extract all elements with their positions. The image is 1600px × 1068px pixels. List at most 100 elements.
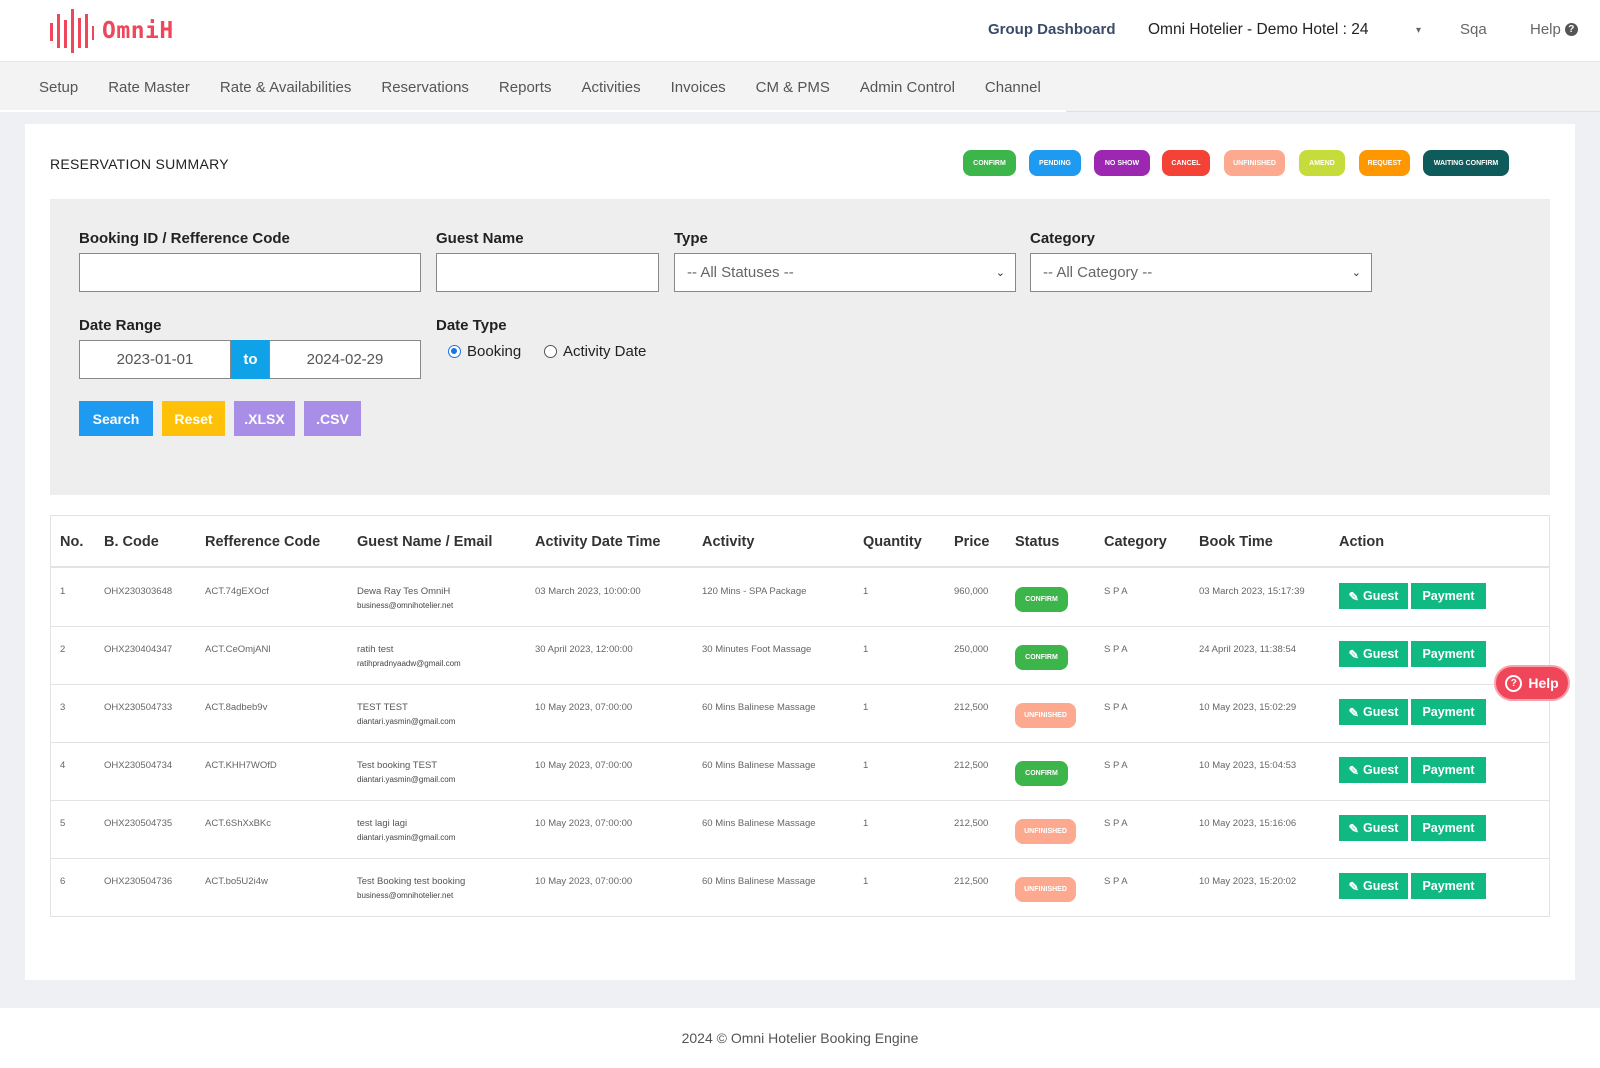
nav-item-admin-control[interactable]: Admin Control	[859, 78, 955, 96]
cell-activity: 60 Mins Balinese Massage	[702, 876, 816, 887]
date-from-input[interactable]: 2023-01-01	[79, 340, 231, 379]
cell-book-time: 10 May 2023, 15:16:06	[1199, 818, 1297, 829]
export-csv-button[interactable]: .CSV	[304, 401, 361, 436]
cell-book-time: 10 May 2023, 15:02:29	[1199, 702, 1297, 713]
cell-activity: 60 Mins Balinese Massage	[702, 818, 816, 829]
cell-email: ratihpradnyaadw@gmail.com	[357, 659, 461, 668]
cell-no: 4	[60, 760, 66, 771]
cell-adt: 10 May 2023, 07:00:00	[535, 702, 633, 713]
floating-help-button[interactable]: ? Help	[1494, 665, 1570, 701]
category-label: Category	[1030, 230, 1096, 247]
cell-price: 250,000	[954, 644, 989, 655]
footer: 2024 © Omni Hotelier Booking Engine	[0, 1008, 1600, 1068]
guest-button[interactable]: ✎ Guest	[1339, 641, 1408, 667]
help-link[interactable]: Help ?	[1530, 21, 1578, 38]
nav-item-rate-master[interactable]: Rate Master	[108, 78, 190, 96]
status-badge: UNFINISHED	[1015, 703, 1076, 728]
date-to-input[interactable]: 2024-02-29	[269, 340, 421, 379]
help-label: Help	[1530, 21, 1561, 38]
legend-confirm: CONFIRM	[963, 150, 1016, 176]
cell-category: S P A	[1104, 644, 1128, 655]
payment-button[interactable]: Payment	[1411, 815, 1486, 841]
user-menu[interactable]: Sqa	[1460, 21, 1487, 38]
guest-button[interactable]: ✎ Guest	[1339, 583, 1408, 609]
status-badge: CONFIRM	[1015, 587, 1068, 612]
chevron-down-icon[interactable]: ▾	[1416, 25, 1422, 36]
cell-book-time: 10 May 2023, 15:20:02	[1199, 876, 1297, 887]
cell-name: Dewa Ray Tes OmniH	[357, 586, 451, 597]
guest-button-label: Guest	[1363, 647, 1399, 661]
type-select-value: -- All Statuses --	[687, 264, 794, 281]
guest-button[interactable]: ✎ Guest	[1339, 757, 1408, 783]
cell-bcode: OHX230504734	[104, 760, 173, 771]
payment-button[interactable]: Payment	[1411, 873, 1486, 899]
page-title: RESERVATION SUMMARY	[50, 156, 229, 172]
radio-booking[interactable]: Booking	[448, 343, 521, 360]
nav-item-activities[interactable]: Activities	[581, 78, 641, 96]
cell-activity: 30 Minutes Foot Massage	[702, 644, 812, 655]
column-header: Refference Code	[205, 534, 321, 550]
guest-button[interactable]: ✎ Guest	[1339, 873, 1408, 899]
column-header: B. Code	[104, 534, 159, 550]
guest-button[interactable]: ✎ Guest	[1339, 815, 1408, 841]
cell-price: 212,500	[954, 876, 989, 887]
payment-button[interactable]: Payment	[1411, 583, 1486, 609]
cell-bcode: OHX230303648	[104, 586, 173, 597]
nav-item-rate-availabilities[interactable]: Rate & Availabilities	[219, 78, 352, 96]
payment-button[interactable]: Payment	[1411, 699, 1486, 725]
group-dashboard-link[interactable]: Group Dashboard	[988, 21, 1116, 38]
guest-name-input[interactable]	[436, 253, 659, 292]
guest-button-label: Guest	[1363, 705, 1399, 719]
search-button[interactable]: Search	[79, 401, 153, 436]
category-select-value: -- All Category --	[1043, 264, 1153, 281]
cell-name: Test booking TEST	[357, 760, 438, 771]
nav-item-channel[interactable]: Channel	[984, 78, 1041, 96]
status-badge: UNFINISHED	[1015, 877, 1076, 902]
cell-name: TEST TEST	[357, 702, 408, 713]
nav-item-cm-pms[interactable]: CM & PMS	[755, 78, 830, 96]
guest-button-label: Guest	[1363, 821, 1399, 835]
legend-pending: PENDING	[1029, 150, 1081, 176]
booking-id-input[interactable]	[79, 253, 421, 292]
cell-no: 5	[60, 818, 66, 829]
reset-button[interactable]: Reset	[162, 401, 225, 436]
nav-item-reservations[interactable]: Reservations	[381, 78, 469, 96]
pencil-icon: ✎	[1348, 879, 1360, 894]
cell-bcode: OHX230504735	[104, 818, 173, 829]
table-row: 5 OHX230504735 ACT.6ShXxBKc test lagi lagi 1…	[51, 800, 1549, 859]
filter-panel: Booking ID / Refference Code Guest Name …	[50, 199, 1550, 495]
nav-item-setup[interactable]: Setup	[39, 78, 79, 96]
cell-adt: 30 April 2023, 12:00:00	[535, 644, 633, 655]
cell-book-time: 03 March 2023, 15:17:39	[1199, 586, 1305, 597]
guest-button[interactable]: ✎ Guest	[1339, 699, 1408, 725]
hotel-selector[interactable]: Omni Hotelier - Demo Hotel : 24	[1148, 21, 1369, 38]
category-select[interactable]: -- All Category -- ⌄	[1030, 253, 1372, 292]
table-row: 2 OHX230404347 ACT.CeOmjANl ratih test 30 Ap…	[51, 626, 1549, 685]
cell-name: test lagi lagi	[357, 818, 408, 829]
radio-activity-date[interactable]: Activity Date	[544, 343, 646, 360]
pencil-icon: ✎	[1348, 647, 1360, 662]
table-row: 1 OHX230303648 ACT.74gEXOcf Dewa Ray Tes Om…	[51, 568, 1549, 627]
cell-email: business@omnihotelier.net	[357, 891, 454, 900]
omnih-logo[interactable]: OmniH	[48, 8, 174, 54]
cell-email: business@omnihotelier.net	[357, 601, 454, 610]
cell-activity: 60 Mins Balinese Massage	[702, 702, 816, 713]
cell-no: 3	[60, 702, 66, 713]
payment-button[interactable]: Payment	[1411, 641, 1486, 667]
payment-button[interactable]: Payment	[1411, 757, 1486, 783]
status-badge: CONFIRM	[1015, 645, 1068, 670]
type-select[interactable]: -- All Statuses -- ⌄	[674, 253, 1016, 292]
nav-item-invoices[interactable]: Invoices	[670, 78, 726, 96]
cell-book-time: 10 May 2023, 15:04:53	[1199, 760, 1297, 771]
export-xlsx-button[interactable]: .XLSX	[234, 401, 295, 436]
cell-ref: ACT.bo5U2i4w	[205, 876, 268, 887]
nav-item-reports[interactable]: Reports	[498, 78, 552, 96]
booking-id-label: Booking ID / Refference Code	[79, 230, 290, 247]
column-header: Price	[954, 534, 990, 550]
cell-bcode: OHX230504736	[104, 876, 173, 887]
date-range-label: Date Range	[79, 317, 162, 334]
cell-price: 212,500	[954, 702, 989, 713]
cell-category: S P A	[1104, 586, 1128, 597]
cell-bcode: OHX230404347	[104, 644, 173, 655]
pencil-icon: ✎	[1348, 589, 1360, 604]
